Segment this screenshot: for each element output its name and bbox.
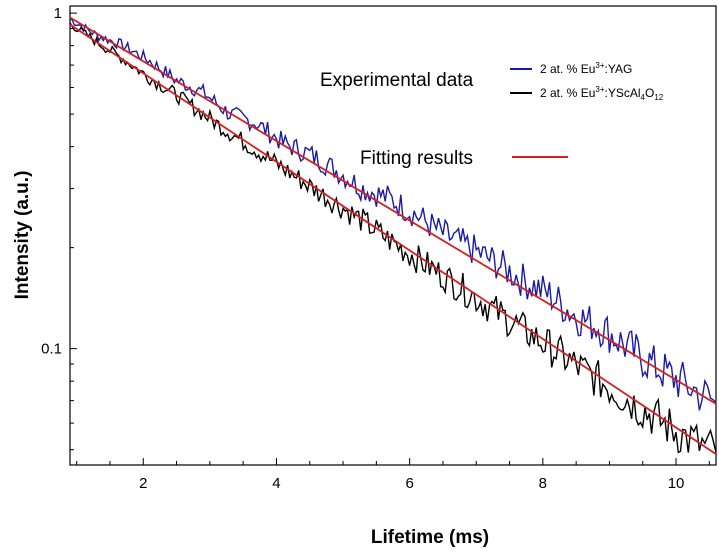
legend-experimental-label: Experimental data: [320, 70, 474, 91]
y-ticks: 10.1: [41, 5, 77, 451]
y-tick-label: 0.1: [41, 341, 62, 358]
x-tick-label: 8: [539, 475, 547, 492]
x-tick-label: 2: [139, 475, 147, 492]
series-line-ysc: [69, 22, 717, 454]
y-tick-label: 1: [54, 5, 62, 22]
plot-frame: [69, 5, 717, 466]
y-axis-title: Intensity (a.u.): [12, 171, 33, 300]
x-tick-label: 10: [668, 475, 685, 492]
x-tick-label: 4: [272, 475, 280, 492]
x-tick-label: 6: [405, 475, 413, 492]
legend-ysc-label: 2 at. % Eu3+:YScAl4O12: [540, 85, 664, 102]
x-axis-title: Lifetime (ms): [371, 527, 489, 548]
legend: Experimental data 2 at. % Eu3+:YAG 2 at.…: [320, 61, 664, 169]
series-line-fit_ysc: [69, 23, 717, 455]
legend-yag-label: 2 at. % Eu3+:YAG: [540, 61, 632, 76]
series-line-fit_yag: [69, 16, 717, 405]
legend-fit-label: Fitting results: [360, 148, 473, 169]
series-line-yag: [69, 18, 717, 411]
x-ticks: 2 4 6 8 10: [76, 458, 710, 492]
series-layer: [69, 16, 717, 455]
